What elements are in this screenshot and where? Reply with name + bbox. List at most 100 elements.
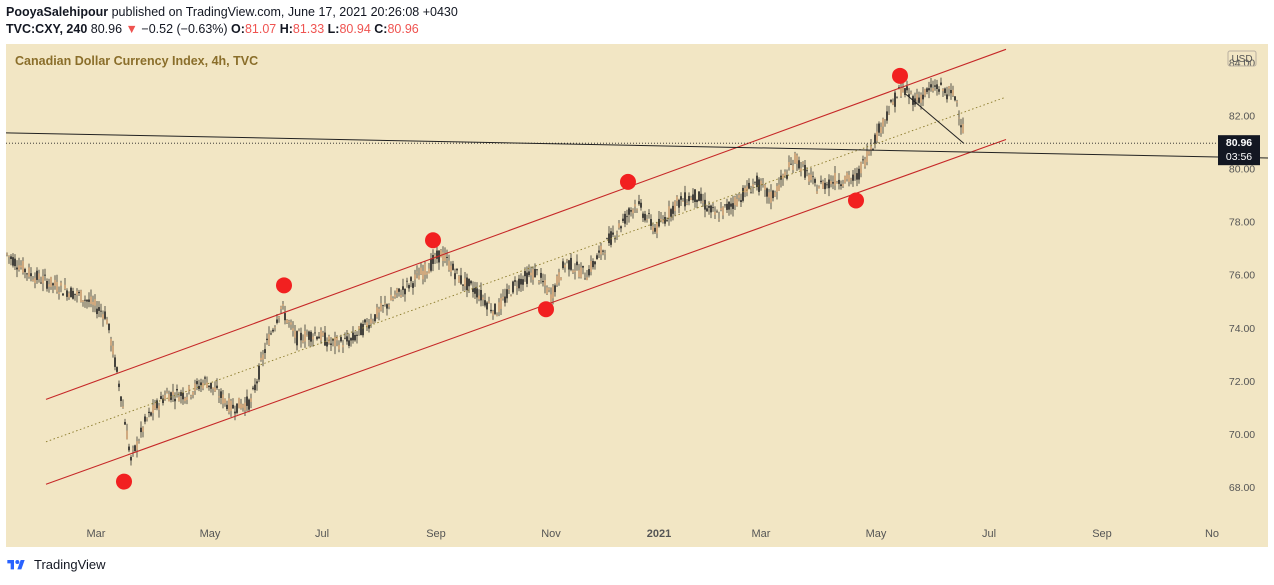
candle-body (670, 209, 672, 217)
candle-body (722, 206, 724, 216)
candle-body (418, 275, 420, 280)
trend-line[interactable] (5, 132, 1269, 159)
candle-body (98, 307, 100, 311)
candle-body (80, 290, 82, 303)
candle-body (16, 267, 18, 270)
pivot-marker[interactable] (538, 301, 554, 318)
candle-body (390, 294, 392, 301)
candle-body (726, 203, 728, 210)
candle-body (454, 273, 456, 280)
candle-body (786, 175, 788, 179)
candle-body (310, 331, 312, 342)
candle-body (476, 288, 478, 298)
candle-body (946, 94, 948, 100)
candle-body (906, 86, 908, 91)
candle-body (28, 267, 30, 277)
candle-body (852, 174, 854, 181)
candle-body (250, 398, 252, 402)
candle-body (918, 97, 920, 103)
chart-background (6, 44, 1268, 547)
candle-body (898, 87, 900, 89)
candle-body (738, 195, 740, 198)
candle-body (714, 211, 716, 215)
candle-body (350, 338, 352, 341)
candle-body (680, 196, 682, 200)
last-price: 80.96 (90, 22, 123, 36)
candle-body (376, 307, 378, 318)
last-price-tag: 80.96 03:56 (1218, 135, 1260, 166)
candle-body (524, 271, 526, 277)
candle-body (236, 403, 238, 413)
candle-body (332, 339, 334, 341)
price-axis[interactable]: 84.00 82.00 80.00 78.00 76.00 74.00 72.00 70.00… (1229, 58, 1255, 494)
candle-body (580, 267, 582, 278)
candle-body (638, 201, 640, 205)
countdown-label: 03:56 (1226, 151, 1252, 163)
candle-body (818, 186, 820, 189)
candle-body (876, 131, 878, 141)
candle-body (282, 304, 284, 306)
candle-body (44, 274, 46, 276)
candle-body (754, 181, 756, 183)
channel-upper-line[interactable] (45, 48, 1007, 400)
pivot-marker[interactable] (620, 173, 636, 190)
candle-body (644, 213, 646, 221)
channel-lower-line[interactable] (45, 138, 1007, 485)
author-name[interactable]: PooyaSalehipour (6, 5, 109, 19)
candle-body (238, 397, 240, 409)
candle-body (632, 209, 634, 214)
candle-body (6, 253, 8, 255)
candle-body (716, 211, 718, 213)
candle-body (822, 181, 824, 189)
price-chart[interactable]: 84.00 82.00 80.00 78.00 76.00 74.00 72.00 70.00… (5, 44, 1269, 547)
pivot-marker[interactable] (425, 232, 441, 249)
candle-body (844, 176, 846, 183)
candle-body (206, 382, 208, 388)
candle-body (430, 258, 432, 271)
time-axis[interactable]: Mar May Jul Sep Nov 2021 Mar May Jul Sep No (87, 528, 1220, 540)
candle-body (74, 293, 76, 295)
candle-body (344, 337, 346, 339)
candle-body (622, 218, 624, 221)
chart-panel[interactable]: 84.00 82.00 80.00 78.00 76.00 74.00 72.00 70.00… (5, 44, 1269, 547)
candle-body (280, 306, 282, 310)
candle-body (606, 238, 608, 240)
candle-body (266, 338, 268, 341)
tradingview-logo-icon[interactable] (6, 556, 30, 572)
brand-name[interactable]: TradingView (34, 556, 106, 572)
candle-body (498, 302, 500, 313)
candle-body (892, 101, 894, 105)
candle-body (416, 271, 418, 273)
candle-body (922, 94, 924, 100)
x-tick-label: May (866, 528, 887, 540)
candle-body (736, 198, 738, 207)
currency-box[interactable] (1227, 50, 1257, 67)
candle-body (96, 308, 98, 315)
pullback-line[interactable] (905, 94, 965, 144)
pivot-marker[interactable] (116, 473, 132, 490)
candle-body (794, 153, 796, 164)
pivot-marker[interactable] (276, 277, 292, 294)
candle-body (170, 392, 172, 400)
pivot-marker[interactable] (892, 67, 908, 84)
x-tick-label: May (200, 528, 221, 540)
candle-body (944, 88, 946, 93)
candle-body (230, 400, 232, 412)
candle-body (730, 203, 732, 207)
candle-body (118, 383, 120, 388)
candle-body (242, 404, 244, 408)
candle-body (318, 336, 320, 339)
symbol-label[interactable]: TVC:CXY, 240 (6, 22, 88, 36)
published-text: published on TradingView.com, June 17, 2… (111, 5, 458, 19)
candle-body (116, 367, 118, 372)
candle-body (58, 292, 60, 295)
candle-body (408, 285, 410, 289)
candle-body (782, 174, 784, 179)
candle-body (830, 181, 832, 185)
candle-body (48, 284, 50, 287)
candle-body (934, 85, 936, 87)
candle-body (406, 280, 408, 282)
candle-body (304, 330, 306, 342)
pivot-marker[interactable] (848, 192, 864, 209)
candle-body (882, 118, 884, 127)
